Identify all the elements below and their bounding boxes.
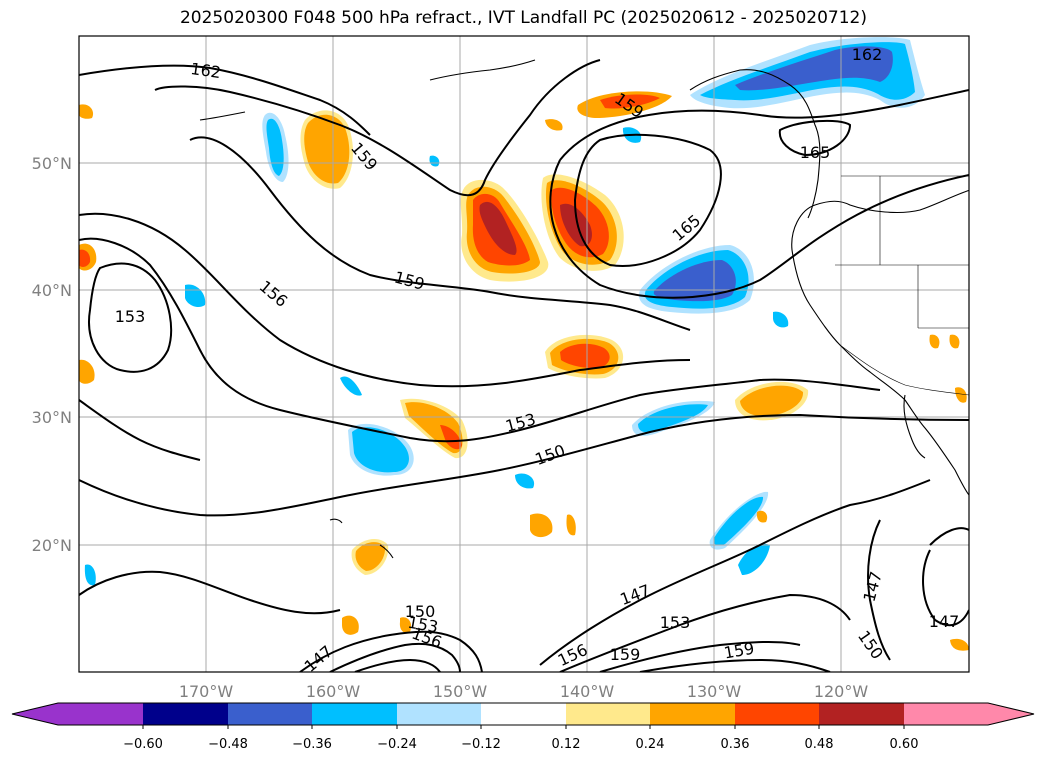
contour-label: 153 bbox=[660, 613, 691, 632]
lon-label: 140°W bbox=[560, 682, 615, 701]
contour-label: 147 bbox=[929, 612, 960, 631]
lat-label: 40°N bbox=[32, 281, 72, 300]
contour-label: 162 bbox=[852, 45, 883, 64]
colorbar-segment bbox=[228, 703, 312, 725]
contour-label: 162 bbox=[189, 59, 222, 82]
negative-anomaly-region bbox=[735, 46, 893, 91]
colorbar-segment bbox=[904, 703, 988, 725]
positive-anomaly-region bbox=[756, 510, 768, 523]
colorbar-segment bbox=[481, 703, 566, 725]
map-title: 2025020300 F048 500 hPa refract., IVT La… bbox=[179, 8, 867, 28]
positive-anomaly-region bbox=[955, 387, 967, 403]
colorbar-segment bbox=[58, 703, 143, 725]
colorbar-tick-label: 0.36 bbox=[721, 737, 750, 752]
positive-anomaly-region bbox=[929, 334, 940, 349]
positive-anomaly-region bbox=[79, 104, 94, 119]
positive-anomaly-region bbox=[440, 425, 462, 450]
lat-label: 30°N bbox=[32, 408, 72, 427]
negative-anomaly-region bbox=[515, 473, 535, 489]
negative-anomaly-region bbox=[773, 311, 789, 328]
colorbar: −0.60 −0.48 −0.36 −0.24 −0.12 0.12 0.24 … bbox=[11, 702, 1035, 752]
negative-anomaly-region bbox=[340, 376, 362, 396]
contour-label: 153 bbox=[115, 307, 146, 326]
positive-anomaly-region bbox=[479, 201, 517, 255]
colorbar-extend-low bbox=[12, 703, 58, 725]
positive-anomaly-region bbox=[79, 359, 95, 384]
colorbar-tick-label: −0.60 bbox=[123, 737, 163, 752]
negative-anomaly-region bbox=[352, 427, 409, 473]
lon-label: 130°W bbox=[687, 682, 742, 701]
lon-label: 160°W bbox=[306, 682, 361, 701]
colorbar-tick-label: −0.24 bbox=[377, 737, 417, 752]
map-panel bbox=[79, 36, 969, 672]
positive-anomaly-region bbox=[566, 514, 576, 536]
colorbar-tick-label: 0.24 bbox=[636, 737, 665, 752]
contour-label: 159 bbox=[610, 645, 641, 664]
colorbar-tick-label: 0.60 bbox=[890, 737, 919, 752]
colorbar-segment bbox=[143, 703, 228, 725]
colorbar-segment bbox=[819, 703, 904, 725]
colorbar-tick-label: −0.36 bbox=[292, 737, 332, 752]
refractivity-contours bbox=[79, 59, 969, 672]
positive-anomaly-region bbox=[949, 334, 960, 349]
positive-anomaly-region bbox=[545, 119, 563, 131]
colorbar-tick-label: −0.48 bbox=[208, 737, 248, 752]
positive-anomaly-region bbox=[342, 615, 359, 635]
lon-label: 120°W bbox=[814, 682, 869, 701]
colorbar-ticks bbox=[142, 725, 905, 729]
negative-anomaly-region bbox=[738, 543, 770, 575]
shaded-anomalies bbox=[79, 37, 969, 651]
colorbar-tick-label: 0.12 bbox=[552, 737, 581, 752]
political-borders bbox=[835, 175, 969, 396]
negative-anomaly-region bbox=[84, 564, 96, 586]
positive-anomaly-region bbox=[79, 249, 91, 267]
positive-anomaly-region bbox=[560, 203, 592, 247]
colorbar-segment bbox=[735, 703, 819, 725]
positive-anomaly-region bbox=[399, 617, 412, 633]
map-content bbox=[79, 36, 969, 672]
colorbar-tick-label: 0.48 bbox=[805, 737, 834, 752]
positive-anomaly-region bbox=[530, 513, 553, 538]
colorbar-outline bbox=[11, 702, 1035, 726]
negative-anomaly-region bbox=[638, 404, 708, 433]
positive-anomaly-region bbox=[600, 94, 660, 109]
negative-anomaly-region bbox=[713, 496, 764, 546]
lat-label: 50°N bbox=[32, 154, 72, 173]
positive-anomaly-region bbox=[355, 542, 386, 571]
latitude-labels: 50°N 40°N 30°N 20°N bbox=[32, 154, 72, 555]
lon-label: 150°W bbox=[433, 682, 488, 701]
lon-label: 170°W bbox=[179, 682, 234, 701]
lat-label: 20°N bbox=[32, 536, 72, 555]
colorbar-segment bbox=[566, 703, 650, 725]
negative-anomaly-region bbox=[653, 260, 736, 302]
colorbar-tick-label: −0.12 bbox=[461, 737, 501, 752]
coastlines bbox=[199, 59, 969, 559]
negative-anomaly-region bbox=[429, 155, 440, 167]
positive-anomaly-region bbox=[740, 385, 804, 417]
positive-anomaly-region bbox=[560, 343, 610, 369]
positive-anomaly-region bbox=[950, 638, 969, 651]
colorbar-segment bbox=[650, 703, 735, 725]
contour-label: 165 bbox=[800, 143, 831, 162]
contour-label: 150 bbox=[405, 602, 436, 621]
colorbar-segment bbox=[312, 703, 397, 725]
map-frame bbox=[78, 35, 970, 673]
colorbar-tick-labels: −0.60 −0.48 −0.36 −0.24 −0.12 0.12 0.24 … bbox=[123, 737, 918, 752]
positive-anomaly-region bbox=[304, 114, 350, 184]
colorbar-segment bbox=[397, 703, 481, 725]
colorbar-extend-high bbox=[988, 703, 1034, 725]
negative-anomaly-region bbox=[266, 118, 284, 176]
longitude-labels: 170°W 160°W 150°W 140°W 130°W 120°W bbox=[179, 682, 869, 701]
